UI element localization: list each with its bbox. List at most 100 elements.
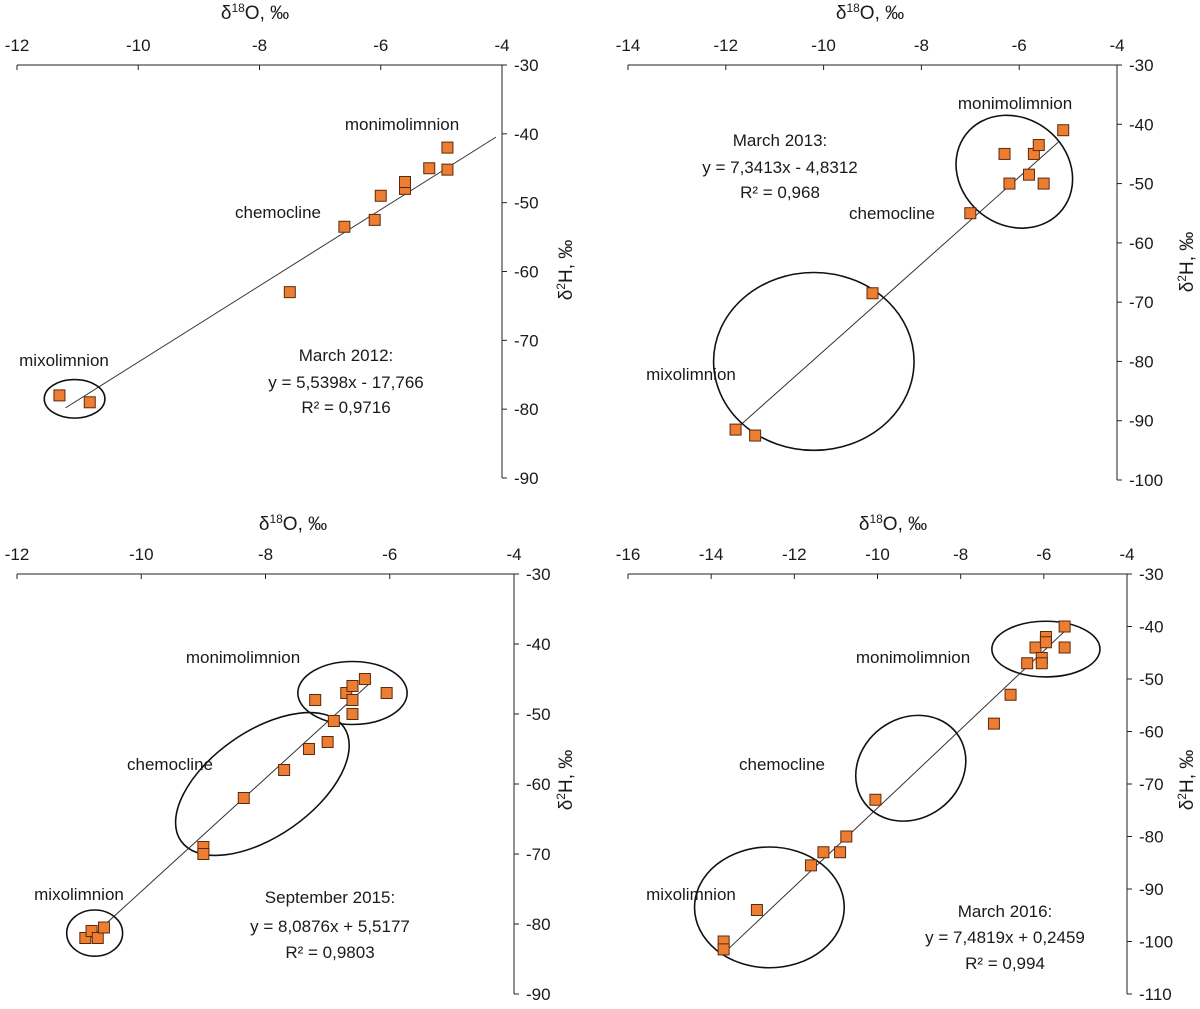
- y-tick-label: -60: [1129, 234, 1154, 253]
- label-chemocline: chemocline: [849, 204, 935, 223]
- x-tick-label: -6: [1036, 545, 1051, 564]
- data-point: [1057, 124, 1070, 137]
- x-tick-label: -16: [616, 545, 641, 564]
- label-monimolimnion: monimolimnion: [186, 648, 300, 667]
- data-point: [1058, 641, 1071, 654]
- y-tick-label: -60: [526, 775, 551, 794]
- label-mixolimnion: mixolimnion: [646, 365, 736, 384]
- data-point: [327, 715, 340, 727]
- data-point: [53, 389, 66, 402]
- data-point: [998, 147, 1011, 160]
- y-tick-label: -50: [1129, 175, 1154, 194]
- trendline: [735, 141, 1059, 430]
- x-tick-label: -4: [494, 36, 509, 55]
- y-tick-label: -70: [514, 331, 539, 350]
- data-point: [278, 764, 291, 776]
- group-ellipse-monimolimnion: [297, 660, 408, 726]
- y-tick-label: -40: [526, 635, 551, 654]
- y-axis-title: δ2H, ‰: [1175, 750, 1198, 811]
- data-point: [237, 792, 250, 804]
- y-axis-title: δ2H, ‰: [554, 240, 577, 301]
- label-mixolimnion: mixolimnion: [19, 351, 109, 370]
- x-tick-label: -8: [953, 545, 968, 564]
- y-tick-label: -50: [1139, 670, 1164, 689]
- data-point: [1004, 688, 1017, 701]
- data-point: [1022, 168, 1035, 181]
- equation-title: March 2013:: [733, 131, 828, 150]
- y-tick-label: -40: [514, 125, 539, 144]
- panel-march-2012: δ18O, ‰ δ2H, ‰ monimolimnion chemocline …: [5, 1, 577, 488]
- data-point: [729, 423, 742, 436]
- y-tick-label: -70: [1139, 775, 1164, 794]
- panel-september-2015: δ18O, ‰ δ2H, ‰ monimolimnion chemocline …: [5, 512, 577, 1004]
- panel-march-2016: δ18O, ‰ δ2H, ‰ monimolimnion chemocline …: [616, 512, 1198, 1004]
- x-tick-label: -4: [1119, 545, 1134, 564]
- equation-line: y = 7,3413x - 4,8312: [702, 158, 857, 177]
- y-tick-label: -100: [1139, 933, 1173, 952]
- x-tick-label: -4: [1109, 36, 1124, 55]
- panel-march-2013: δ18O, ‰ δ2H, ‰ monimolimnion chemocline …: [616, 1, 1198, 490]
- y-axis-title: δ2H, ‰: [1175, 232, 1198, 293]
- data-point: [346, 694, 359, 706]
- equation-line: y = 7,4819x + 0,2459: [925, 928, 1085, 947]
- x-tick-label: -6: [382, 545, 397, 564]
- equation-r2: R² = 0,968: [740, 183, 820, 202]
- y-tick-label: -70: [1129, 293, 1154, 312]
- trendline: [721, 630, 1065, 956]
- data-point: [1029, 641, 1042, 654]
- equation-title: September 2015:: [265, 888, 395, 907]
- equation-r2: R² = 0,994: [965, 954, 1045, 973]
- data-point: [346, 680, 359, 692]
- y-tick-label: -80: [514, 400, 539, 419]
- data-point: [340, 687, 353, 699]
- y-tick-label: -80: [1139, 828, 1164, 847]
- y-tick-label: -40: [1139, 618, 1164, 637]
- x-tick-label: -12: [782, 545, 807, 564]
- label-chemocline: chemocline: [235, 203, 321, 222]
- label-mixolimnion: mixolimnion: [646, 885, 736, 904]
- trendline: [85, 681, 372, 943]
- y-tick-label: -30: [1139, 565, 1164, 584]
- group-ellipse-mixolimnion: [43, 378, 106, 419]
- label-monimolimnion: monimolimnion: [856, 648, 970, 667]
- y-axis-title: δ2H, ‰: [554, 750, 577, 811]
- y-tick-label: -40: [1129, 115, 1154, 134]
- data-point: [309, 694, 322, 706]
- y-tick-label: -90: [1129, 412, 1154, 431]
- data-point: [840, 830, 853, 843]
- data-point: [834, 846, 847, 859]
- group-ellipse-mixolimnion: [65, 909, 124, 958]
- data-point: [368, 213, 381, 226]
- data-point: [321, 736, 334, 748]
- data-point: [987, 717, 1000, 730]
- x-tick-label: -6: [1012, 36, 1027, 55]
- data-point: [91, 932, 104, 944]
- equation-r2: R² = 0,9803: [285, 943, 374, 962]
- data-point: [1032, 139, 1045, 152]
- label-chemocline: chemocline: [739, 755, 825, 774]
- data-point: [346, 708, 359, 720]
- y-tick-label: -70: [526, 845, 551, 864]
- y-tick-label: -50: [514, 194, 539, 213]
- data-point: [817, 846, 830, 859]
- y-tick-label: -80: [526, 915, 551, 934]
- data-point: [283, 286, 296, 299]
- x-tick-label: -10: [865, 545, 890, 564]
- x-tick-label: -12: [5, 545, 30, 564]
- label-mixolimnion: mixolimnion: [34, 885, 124, 904]
- data-point: [1037, 177, 1050, 190]
- data-point: [749, 429, 762, 442]
- y-tick-label: -100: [1129, 471, 1163, 490]
- data-point: [1035, 657, 1048, 670]
- data-point: [338, 220, 351, 233]
- data-point: [79, 932, 92, 944]
- y-tick-label: -30: [526, 565, 551, 584]
- data-point: [750, 904, 763, 916]
- y-tick-label: -50: [526, 705, 551, 724]
- data-point: [1058, 620, 1071, 633]
- data-point: [83, 396, 96, 409]
- x-tick-label: -4: [506, 545, 521, 564]
- x-tick-label: -6: [373, 36, 388, 55]
